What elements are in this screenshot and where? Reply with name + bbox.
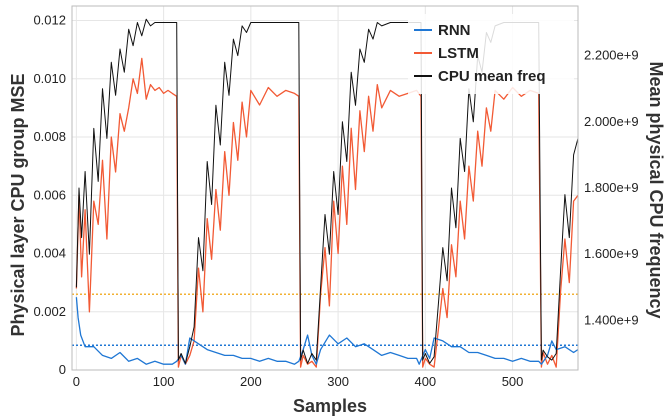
legend: RNN LSTM CPU mean freq <box>408 14 574 94</box>
x-tick-label: 400 <box>414 374 436 389</box>
y-right-tick-label: 1.600e+9 <box>584 246 639 261</box>
plot-frame <box>71 5 579 371</box>
series-line-lstm <box>75 57 579 368</box>
y-left-axis-ticks: 0 0.002 0.004 0.006 0.008 0.010 0.012 <box>33 13 66 377</box>
legend-label-lstm: LSTM <box>438 45 479 62</box>
x-tick-label: 0 <box>73 374 80 389</box>
y-left-tick-label: 0.012 <box>33 13 66 28</box>
y-right-axis-title: Mean physical CPU frequency <box>646 61 666 318</box>
y-right-tick-label: 1.800e+9 <box>584 180 639 195</box>
y-right-axis-ticks: 1.400e+9 1.600e+9 1.800e+9 2.000e+9 2.200e+9 <box>584 48 639 328</box>
x-tick-label: 100 <box>153 374 175 389</box>
y-left-tick-label: 0.006 <box>33 187 66 202</box>
y-left-tick-label: 0.010 <box>33 71 66 86</box>
x-axis-title: Samples <box>293 396 367 416</box>
y-left-tick-label: 0.002 <box>33 304 66 319</box>
y-right-tick-label: 2.000e+9 <box>584 114 639 129</box>
legend-label-cpu-freq: CPU mean freq <box>438 68 546 85</box>
legend-background <box>408 14 574 94</box>
y-left-tick-label: 0 <box>59 362 66 377</box>
y-left-tick-label: 0.004 <box>33 246 66 261</box>
x-tick-label: 300 <box>327 374 349 389</box>
y-left-axis-title: Physical layer CPU group MSE <box>8 73 28 336</box>
legend-label-rnn: RNN <box>438 22 471 39</box>
y-right-tick-label: 1.400e+9 <box>584 312 639 327</box>
y-right-tick-label: 2.200e+9 <box>584 48 639 63</box>
series-line-rnn <box>75 297 579 365</box>
y-left-tick-label: 0.008 <box>33 129 66 144</box>
x-axis-ticks: 0 100 200 300 400 500 <box>73 374 524 389</box>
reference-lines <box>72 293 578 346</box>
x-tick-label: 200 <box>240 374 262 389</box>
x-tick-label: 500 <box>502 374 524 389</box>
